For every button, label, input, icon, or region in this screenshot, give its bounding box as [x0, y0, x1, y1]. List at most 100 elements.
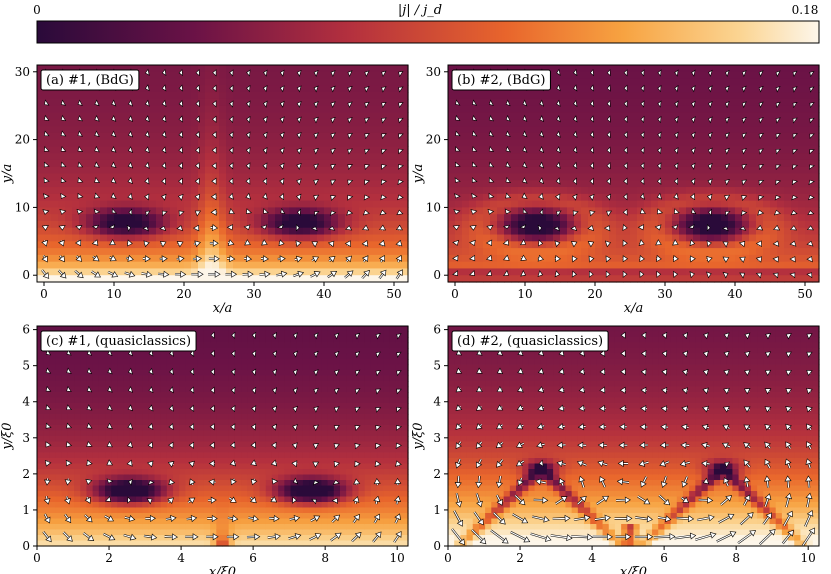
heatmap-cell: [469, 187, 477, 195]
heatmap-cell: [296, 92, 304, 100]
arrow-shaft: [327, 273, 333, 278]
heatmap-cell: [121, 207, 129, 215]
heatmap-cell: [476, 275, 484, 283]
heatmap-cell: [686, 214, 694, 222]
heatmap-cell: [373, 166, 381, 175]
heatmap-cell: [714, 126, 722, 134]
heatmap-cell: [462, 98, 470, 107]
heatmap-cell: [65, 139, 73, 147]
heatmap-cell: [401, 193, 409, 202]
heatmap-cell: [469, 132, 477, 141]
heatmap-cell: [637, 119, 645, 127]
heatmap-cell: [679, 85, 687, 93]
arrow-head: [228, 177, 234, 185]
heatmap-cell: [247, 105, 255, 114]
heatmap-cell: [205, 180, 213, 188]
heatmap-cell: [331, 78, 339, 86]
heatmap-cell: [581, 153, 589, 161]
heatmap-cell: [79, 200, 87, 209]
heatmap-cell: [504, 92, 512, 100]
heatmap-cell: [595, 119, 603, 127]
heatmap-cell: [247, 220, 255, 229]
heatmap-cell: [261, 92, 269, 100]
heatmap-cell: [170, 254, 178, 263]
heatmap-cell: [728, 227, 736, 236]
heatmap-cell: [609, 173, 617, 181]
heatmap-cell: [497, 139, 505, 147]
heatmap-cell: [184, 85, 192, 93]
heatmap-cell: [254, 78, 262, 86]
heatmap-cell: [79, 92, 87, 100]
heatmap-cell: [693, 180, 701, 188]
heatmap-cell: [205, 173, 213, 181]
arrow-head: [313, 194, 320, 201]
heatmap-cell: [714, 153, 722, 161]
heatmap-cell: [742, 173, 750, 181]
arrow-head: [227, 239, 235, 246]
heatmap-cell: [735, 85, 743, 93]
heatmap-cell: [156, 241, 164, 249]
heatmap-cell: [574, 105, 582, 114]
heatmap-cell: [58, 112, 66, 120]
heatmap-cell: [546, 180, 554, 188]
heatmap-cell: [198, 248, 206, 256]
heatmap-cell: [623, 119, 631, 127]
heatmap-cell: [324, 159, 332, 168]
heatmap-cell: [226, 268, 234, 276]
heatmap-cell: [511, 173, 519, 181]
heatmap-cell: [686, 180, 694, 188]
heatmap-cell: [560, 234, 568, 242]
heatmap-cell: [763, 268, 771, 276]
heatmap-cell: [275, 119, 283, 127]
heatmap-cell: [616, 98, 624, 107]
heatmap-cell: [693, 241, 701, 249]
heatmap-cell: [574, 248, 582, 256]
heatmap-cell: [149, 227, 157, 236]
heatmap-cell: [254, 193, 262, 202]
heatmap-cell: [581, 126, 589, 134]
heatmap-cell: [205, 65, 213, 73]
arrow-shaft: [124, 272, 131, 275]
heatmap-cell: [455, 166, 463, 175]
heatmap-cell: [553, 248, 561, 256]
colorbar-gradient: [36, 20, 820, 44]
heatmap-cell: [149, 126, 157, 134]
heatmap-cell: [296, 187, 304, 195]
heatmap-cell: [359, 220, 367, 229]
heatmap-cell: [770, 159, 778, 168]
heatmap-cell: [567, 71, 575, 80]
heatmap-cell: [282, 173, 290, 181]
heatmap-cell: [338, 193, 346, 202]
heatmap-cell: [602, 153, 610, 161]
heatmap-cell: [289, 85, 297, 93]
heatmap-cell: [532, 248, 540, 256]
heatmap-cell: [163, 173, 171, 181]
heatmap-cell: [380, 227, 388, 236]
heatmap-cell: [476, 153, 484, 161]
arrow-shaft: [363, 259, 366, 263]
heatmap-cell: [254, 119, 262, 127]
heatmap-cell: [394, 92, 402, 100]
heatmap-cell: [756, 153, 764, 161]
heatmap-cell: [497, 98, 505, 107]
arrow-head: [211, 131, 217, 139]
heatmap-cell: [37, 193, 45, 202]
heatmap-cell: [812, 254, 820, 263]
heatmap-cell: [644, 241, 652, 249]
arrow-head: [229, 84, 234, 93]
heatmap-cell: [784, 78, 792, 86]
heatmap-cell: [163, 214, 171, 222]
heatmap-cell: [483, 146, 491, 154]
heatmap-cell: [44, 98, 52, 107]
heatmap-cell: [581, 105, 589, 114]
heatmap-cell: [742, 85, 750, 93]
heatmap-cell: [275, 65, 283, 73]
heatmap-cell: [763, 139, 771, 147]
heatmap-cell: [58, 119, 66, 127]
heatmap-cell: [539, 166, 547, 175]
heatmap-cell: [142, 105, 150, 114]
heatmap-cell: [65, 126, 73, 134]
heatmap-cell: [763, 166, 771, 175]
heatmap-cell: [476, 180, 484, 188]
